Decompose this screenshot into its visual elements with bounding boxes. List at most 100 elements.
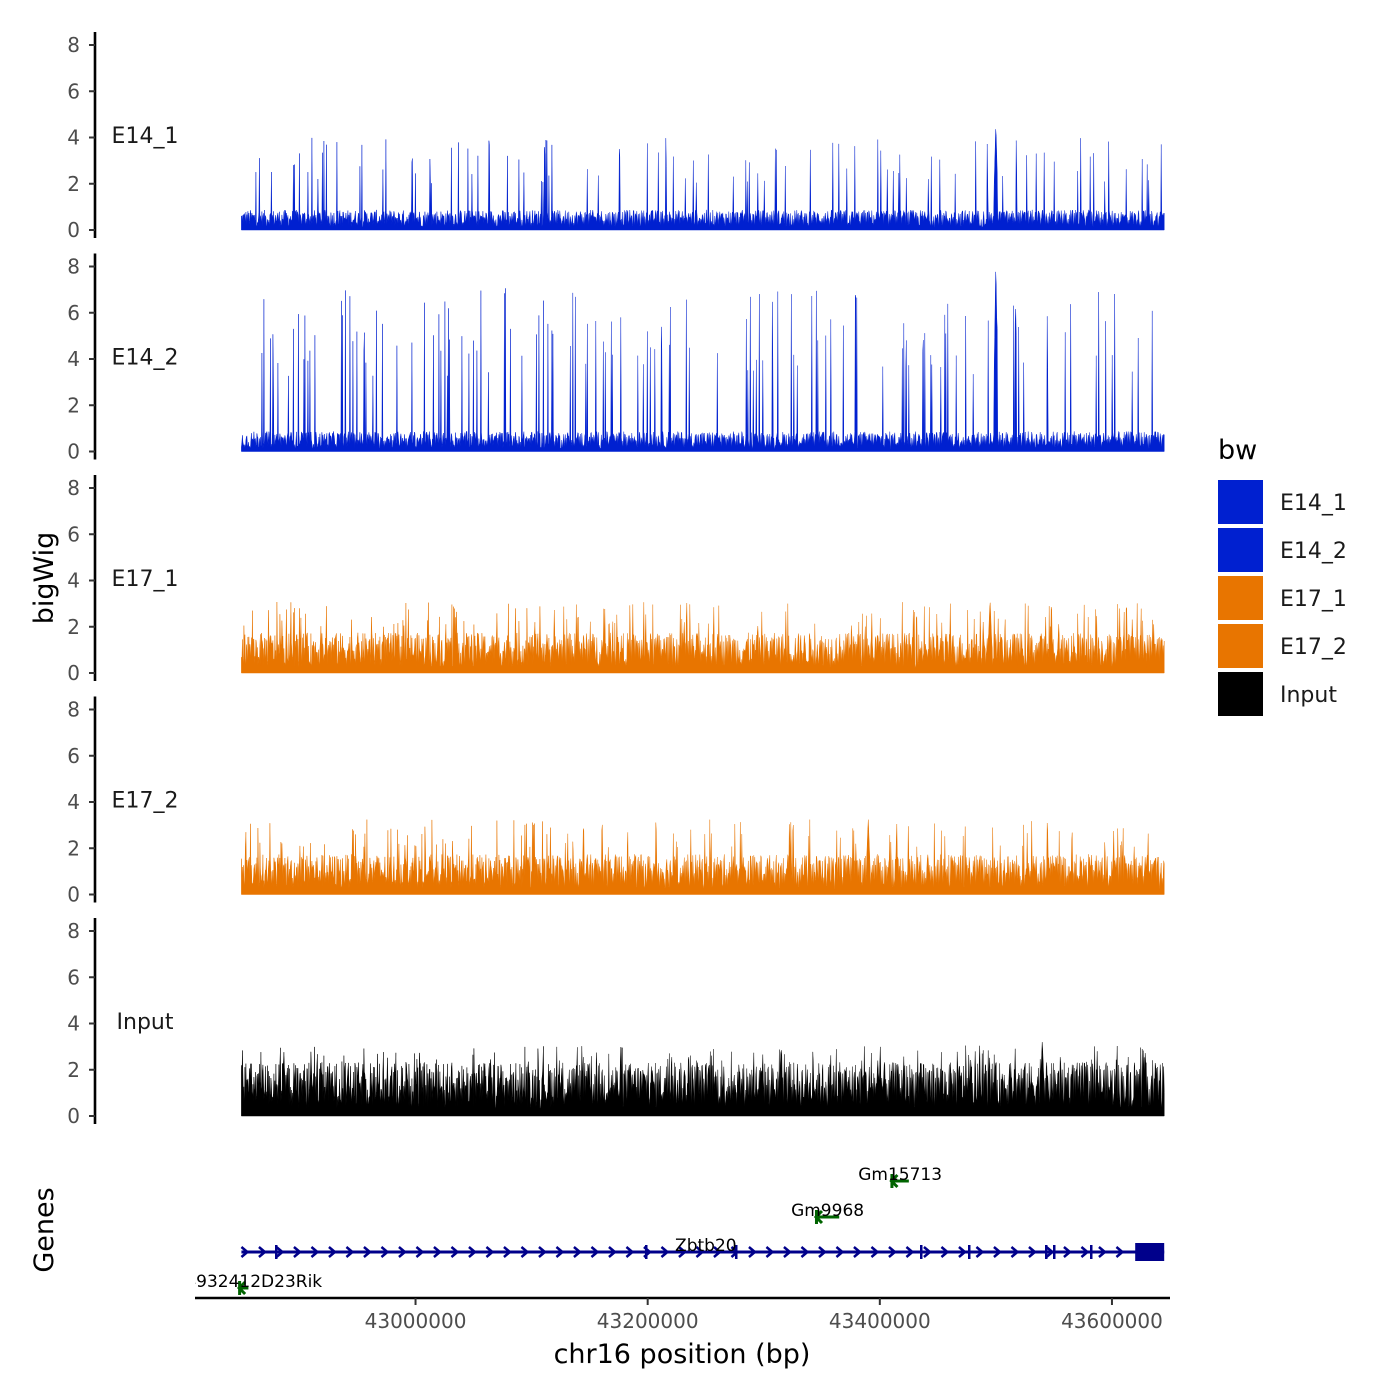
- y-tick-label: 2: [67, 1058, 80, 1082]
- y-tick-label: 4: [67, 347, 80, 371]
- y-tick-label: 6: [67, 744, 80, 768]
- y-tick-label: 0: [67, 1104, 80, 1128]
- legend-swatch-E14_1: [1218, 480, 1263, 524]
- exon: [1045, 1245, 1048, 1259]
- track-label-E14_1: E14_1: [112, 124, 179, 149]
- track-label-E17_2: E17_2: [112, 789, 179, 814]
- strand-arrow: [713, 1246, 722, 1258]
- strand-arrow: [993, 1246, 1002, 1258]
- signal-area-E17_2: [241, 819, 1165, 895]
- y-tick-label: 0: [67, 440, 80, 464]
- genes-track-title: Genes: [29, 1187, 60, 1272]
- exon: [645, 1245, 648, 1259]
- y-tick-label: 0: [67, 218, 80, 242]
- exon: [238, 1281, 242, 1295]
- gene-label: Gm9968: [791, 1201, 864, 1221]
- gene-Gm15713: Gm15713: [858, 1165, 942, 1189]
- exon: [968, 1245, 971, 1259]
- exon: [890, 1174, 894, 1188]
- x-tick-label: 43400000: [829, 1309, 931, 1333]
- strand-arrow: [363, 1246, 372, 1258]
- strand-arrow: [468, 1246, 477, 1258]
- strand-arrow: [625, 1246, 635, 1258]
- strand-arrow: [1010, 1246, 1020, 1258]
- strand-arrow: [398, 1246, 407, 1258]
- y-tick-label: 6: [67, 522, 80, 546]
- strand-arrow: [1028, 1246, 1037, 1258]
- strand-arrow: [573, 1246, 582, 1258]
- strand-arrow: [678, 1246, 687, 1258]
- y-tick-label: 2: [67, 393, 80, 417]
- strand-arrow: [870, 1246, 880, 1258]
- signal-area-E14_1: [241, 129, 1165, 231]
- exon: [275, 1245, 278, 1259]
- strand-arrow: [345, 1246, 355, 1258]
- gene-4932412D23Rik: 4932412D23Rik: [185, 1272, 322, 1296]
- track-panel-E17_1: 0 2 4 6 8 E17_1: [67, 475, 1165, 685]
- strand-arrow: [888, 1246, 897, 1258]
- track-label-E17_1: E17_1: [112, 567, 179, 592]
- track-panel-E14_1: 0 2 4 6 8 E14_1: [67, 32, 1165, 242]
- strand-arrow: [765, 1246, 775, 1258]
- exon-utr: [1135, 1243, 1165, 1261]
- gene-Gm9968: Gm9968: [791, 1201, 864, 1225]
- exon: [920, 1245, 923, 1259]
- legend-swatch-E14_2: [1218, 528, 1263, 572]
- y-tick-label: 0: [67, 883, 80, 907]
- y-tick-label: 4: [67, 1012, 80, 1036]
- strand-arrow: [433, 1246, 442, 1258]
- strand-arrow: [450, 1246, 460, 1258]
- strand-arrow: [415, 1246, 425, 1258]
- exon: [1053, 1245, 1056, 1259]
- track-panel-Input: 0 2 4 6 8 Input: [67, 918, 1165, 1128]
- strand-arrow: [1098, 1246, 1107, 1258]
- y-tick-label: 8: [67, 698, 80, 722]
- strand-arrow: [1080, 1246, 1090, 1258]
- strand-arrow: [538, 1246, 547, 1258]
- strand-arrow: [293, 1246, 302, 1258]
- strand-arrow: [258, 1246, 267, 1258]
- y-tick-label: 8: [67, 33, 80, 57]
- gene-label: Gm15713: [858, 1165, 942, 1185]
- x-tick-label: 43200000: [597, 1309, 699, 1333]
- y-tick-label: 8: [67, 476, 80, 500]
- legend-label-E14_1: E14_1: [1280, 491, 1347, 516]
- strand-arrow: [240, 1246, 250, 1258]
- legend-label-E14_2: E14_2: [1280, 539, 1347, 564]
- strand-arrow: [695, 1246, 705, 1258]
- strand-arrow: [275, 1246, 285, 1258]
- signal-area-E14_2: [241, 271, 1165, 452]
- y-tick-label: 6: [67, 79, 80, 103]
- strand-arrow: [310, 1246, 320, 1258]
- x-axis-title: chr16 position (bp): [554, 1339, 811, 1370]
- exon: [735, 1245, 738, 1259]
- legend-title: bw: [1218, 435, 1257, 466]
- track-panel-E14_2: 0 2 4 6 8 E14_2: [67, 253, 1165, 464]
- signal-area-E17_1: [241, 601, 1165, 674]
- strand-arrow: [608, 1246, 617, 1258]
- y-tick-label: 4: [67, 569, 80, 593]
- y-tick-label: 4: [67, 790, 80, 814]
- x-tick-label: 43600000: [1061, 1309, 1163, 1333]
- strand-arrow: [975, 1246, 985, 1258]
- strand-arrow: [783, 1246, 792, 1258]
- y-tick-label: 2: [67, 615, 80, 639]
- strand-arrow: [1045, 1246, 1055, 1258]
- y-axis-title: bigWig: [29, 532, 60, 625]
- exon: [1090, 1245, 1093, 1259]
- strand-arrow: [1063, 1246, 1072, 1258]
- gene-label: 4932412D23Rik: [185, 1272, 322, 1292]
- y-tick-label: 4: [67, 126, 80, 150]
- strand-arrow: [590, 1246, 600, 1258]
- signal-tracks: 0 2 4 6 8 E14_1 0 2 4 6 8 E14_2 0 2 4 6 8 E17_1 0 2 4 6 8 E17_2…: [67, 32, 1165, 1128]
- exon: [814, 1210, 818, 1224]
- y-tick-label: 6: [67, 301, 80, 325]
- strand-arrow: [853, 1246, 862, 1258]
- strand-arrow: [503, 1246, 512, 1258]
- legend: bw E14_1 E14_2 E17_1 E17_2 Input: [1218, 435, 1347, 716]
- strand-arrow: [818, 1246, 827, 1258]
- y-tick-label: 8: [67, 919, 80, 943]
- strand-arrow: [1115, 1246, 1125, 1258]
- legend-swatch-E17_1: [1218, 576, 1263, 620]
